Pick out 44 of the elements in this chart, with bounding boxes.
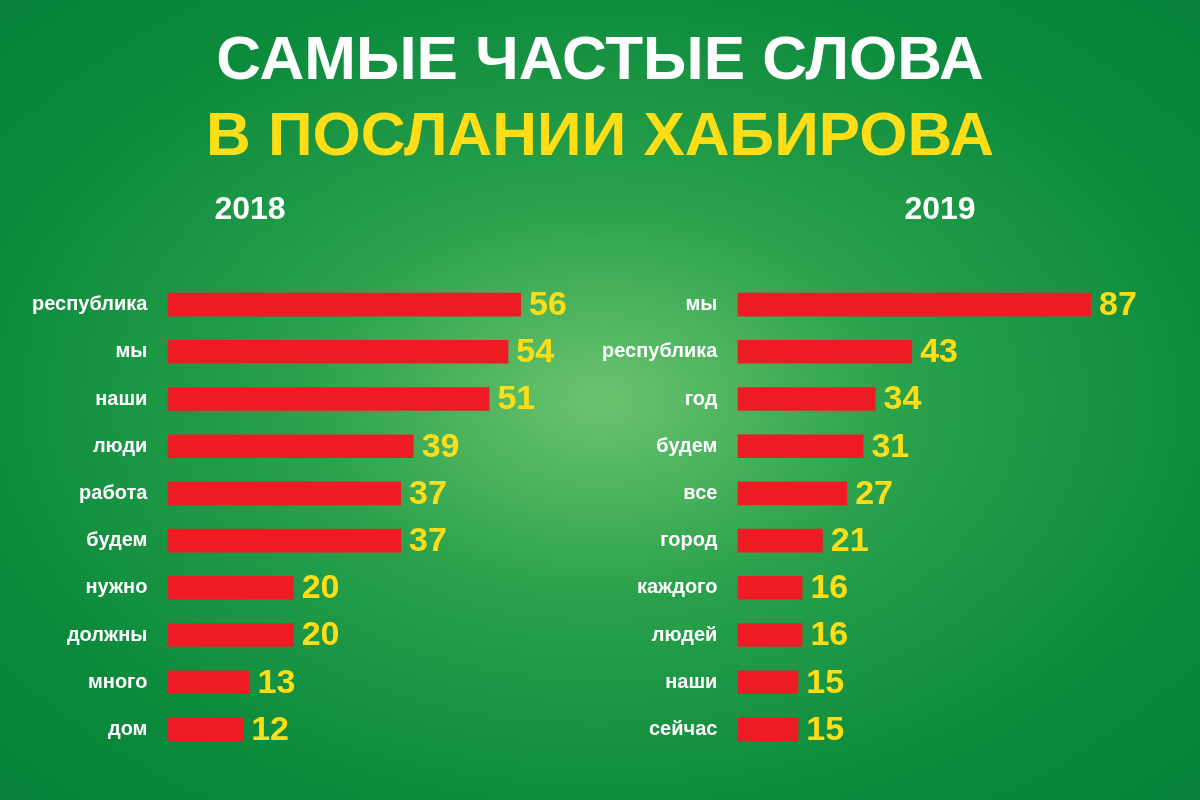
- data-label: 20: [301, 567, 340, 606]
- y-tick-label: должны: [66, 622, 148, 645]
- text: 2018: [213, 190, 287, 227]
- y-tick-label: город: [660, 528, 718, 551]
- data-label: 21: [830, 519, 869, 558]
- y-tick-label: год: [684, 386, 718, 409]
- data-label: 12: [251, 708, 289, 747]
- y-tick-label: республика: [32, 292, 149, 315]
- chart-subtitle: В ПОСЛАНИИ ХАБИРОВА: [205, 98, 995, 169]
- y-tick-label: дом: [107, 716, 148, 739]
- y-tick-label: мы: [685, 292, 718, 315]
- text: 2019: [903, 190, 977, 227]
- data-label: 31: [871, 425, 910, 464]
- data-label: 37: [409, 519, 447, 558]
- y-tick-label: будем: [86, 528, 148, 551]
- y-tick-label: каждого: [636, 575, 718, 598]
- data-label: 51: [497, 378, 536, 417]
- data-label: 54: [516, 331, 555, 370]
- y-tick-label: много: [88, 669, 148, 692]
- data-label: 37: [409, 472, 447, 511]
- y-tick-label: будем: [656, 433, 718, 456]
- data-label: 16: [810, 567, 849, 606]
- data-label: 16: [810, 614, 849, 653]
- data-label: 87: [1098, 283, 1137, 322]
- y-tick-label: наши: [95, 386, 148, 409]
- y-tick-label: республика: [602, 339, 719, 362]
- y-tick-label: мы: [115, 339, 148, 362]
- chart-title: САМЫЕ ЧАСТЫЕ СЛОВА: [215, 22, 985, 93]
- data-label: 15: [806, 708, 845, 747]
- y-tick-label: нужно: [85, 575, 148, 598]
- data-label: 43: [920, 331, 958, 370]
- y-tick-label: люди: [92, 433, 148, 456]
- data-label: 34: [883, 378, 922, 417]
- data-label: 15: [806, 661, 845, 700]
- data-label: 27: [855, 472, 893, 511]
- y-tick-label: людей: [651, 622, 718, 645]
- data-label: 39: [421, 425, 460, 464]
- y-tick-label: наши: [665, 669, 718, 692]
- data-label: 20: [301, 614, 340, 653]
- y-tick-label: сейчас: [648, 716, 718, 739]
- data-label: 56: [528, 283, 567, 322]
- y-tick-label: работа: [79, 480, 149, 503]
- y-tick-label: все: [683, 480, 718, 503]
- data-label: 13: [257, 661, 296, 700]
